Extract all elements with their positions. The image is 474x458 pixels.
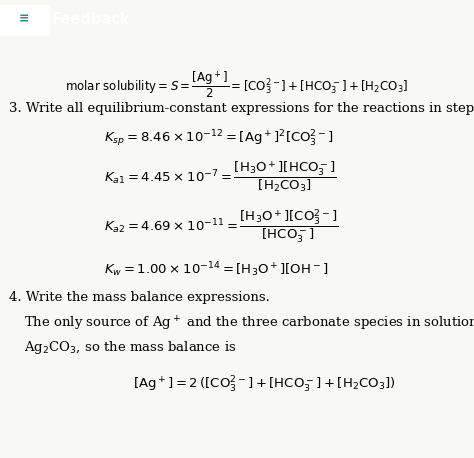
Text: Feedback: Feedback bbox=[51, 12, 130, 27]
Text: $K_w = 1.00 \times 10^{-14} = [\mathrm{H_3O^+}][\mathrm{OH^-}]$: $K_w = 1.00 \times 10^{-14} = [\mathrm{H… bbox=[104, 260, 328, 278]
Text: $\mathrm{molar\ solubility} = S = \dfrac{[\mathrm{Ag}^+]}{2} = [\mathrm{CO_3^{2-: $\mathrm{molar\ solubility} = S = \dfrac… bbox=[65, 69, 409, 100]
Text: 3. Write all equilibrium-constant expressions for the reactions in step 1.: 3. Write all equilibrium-constant expres… bbox=[9, 102, 474, 115]
Text: Ag$_2$CO$_3$, so the mass balance is: Ag$_2$CO$_3$, so the mass balance is bbox=[24, 339, 236, 356]
Text: The only source of Ag$^+$ and the three carbonate species in solution is: The only source of Ag$^+$ and the three … bbox=[24, 314, 474, 333]
FancyBboxPatch shape bbox=[0, 5, 49, 35]
Text: $[\mathrm{Ag^+}] = 2\,([\mathrm{CO_3^{2-}}] + [\mathrm{HCO_3^-}] + [\mathrm{H_2C: $[\mathrm{Ag^+}] = 2\,([\mathrm{CO_3^{2-… bbox=[133, 375, 395, 395]
Text: $K_{a1} = 4.45 \times 10^{-7} = \dfrac{[\mathrm{H_3O^+}][\mathrm{HCO_3^-}]}{[\ma: $K_{a1} = 4.45 \times 10^{-7} = \dfrac{[… bbox=[104, 160, 337, 195]
Text: $K_{sp} = 8.46 \times 10^{-12} = [\mathrm{Ag^+}]^2 [\mathrm{CO_3^{2-}}]$: $K_{sp} = 8.46 \times 10^{-12} = [\mathr… bbox=[104, 128, 334, 149]
Text: 4. Write the mass balance expressions.: 4. Write the mass balance expressions. bbox=[9, 291, 270, 304]
Text: $K_{a2} = 4.69 \times 10^{-11} = \dfrac{[\mathrm{H_3O^+}][\mathrm{CO_3^{2-}}]}{[: $K_{a2} = 4.69 \times 10^{-11} = \dfrac{… bbox=[104, 207, 339, 245]
Text: ≡: ≡ bbox=[19, 13, 29, 26]
